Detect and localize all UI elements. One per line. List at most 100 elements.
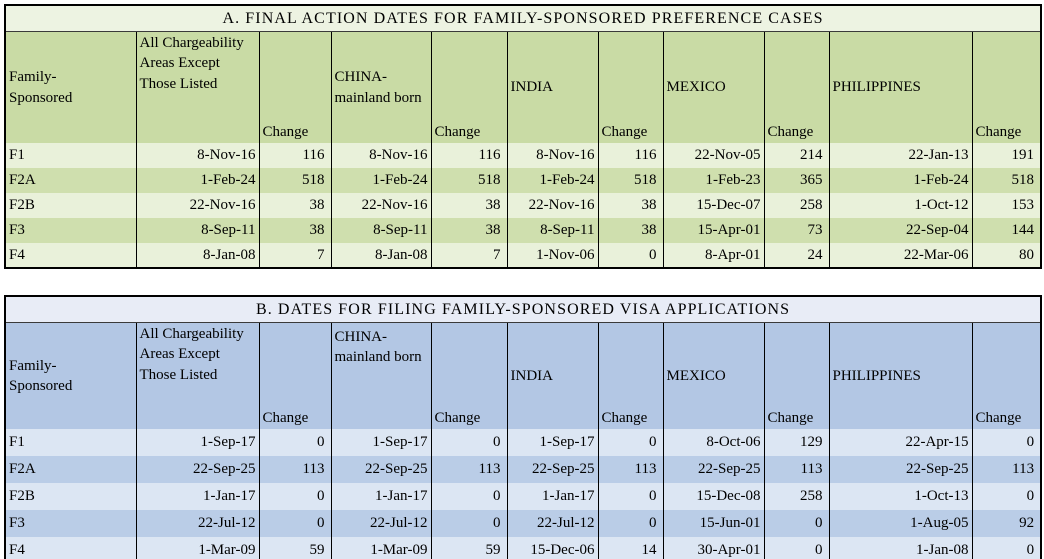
table-header-row: Family-Sponsored All Chargeability Areas… — [4, 322, 1042, 429]
date-cell: 30-Apr-01 — [662, 537, 765, 559]
change-cell: 0 — [971, 429, 1042, 456]
date-cell: 22-Jul-12 — [330, 510, 432, 537]
preference-category-cell: F4 — [4, 537, 137, 559]
table-row: F1 1-Sep-17 0 1-Sep-17 0 1-Sep-17 0 8-Oct-06 129… — [4, 429, 1042, 456]
col-header-philippines: PHILIPPINES — [828, 322, 973, 429]
date-cell: 8-Jan-08 — [330, 243, 432, 268]
table-b-title: B. DATES FOR FILING FAMILY-SPONSORED VIS… — [5, 296, 1042, 323]
date-cell: 8-Sep-11 — [506, 218, 599, 243]
change-cell: 73 — [763, 218, 830, 243]
date-cell: 15-Jun-01 — [662, 510, 765, 537]
table-row: F2A 22-Sep-25 113 22-Sep-25 113 22-Sep-25 113 2… — [4, 456, 1042, 483]
preference-category-cell: F4 — [4, 243, 137, 268]
change-cell: 92 — [971, 510, 1042, 537]
date-cell: 8-Sep-11 — [330, 218, 432, 243]
col-header-india: INDIA — [506, 322, 599, 429]
change-cell: 518 — [258, 168, 332, 193]
date-cell: 22-Sep-25 — [135, 456, 260, 483]
col-header-change-philippines: Change — [971, 322, 1042, 429]
col-header-philippines: PHILIPPINES — [828, 31, 973, 143]
date-cell: 22-Nov-16 — [135, 193, 260, 218]
date-cell: 22-Sep-25 — [662, 456, 765, 483]
date-cell: 1-Mar-09 — [135, 537, 260, 559]
date-cell: 1-Sep-17 — [506, 429, 599, 456]
col-header-change-india: Change — [597, 31, 664, 143]
preference-category-cell: F1 — [4, 143, 137, 168]
table-row: F4 1-Mar-09 59 1-Mar-09 59 15-Dec-06 14 30-Apr-… — [4, 537, 1042, 559]
date-cell: 15-Dec-07 — [662, 193, 765, 218]
table-title-row: B. DATES FOR FILING FAMILY-SPONSORED VIS… — [5, 296, 1042, 323]
date-cell: 1-Oct-13 — [828, 483, 973, 510]
date-cell: 22-Jul-12 — [135, 510, 260, 537]
date-cell: 22-Sep-04 — [828, 218, 973, 243]
change-cell: 38 — [597, 218, 664, 243]
change-cell: 0 — [597, 243, 664, 268]
change-cell: 0 — [430, 429, 508, 456]
change-cell: 116 — [258, 143, 332, 168]
date-cell: 1-Aug-05 — [828, 510, 973, 537]
change-cell: 113 — [258, 456, 332, 483]
col-header-family-sponsored: Family-Sponsored — [4, 322, 137, 429]
col-header-change-philippines: Change — [971, 31, 1042, 143]
preference-category-cell: F2A — [4, 168, 137, 193]
table-row: F3 22-Jul-12 0 22-Jul-12 0 22-Jul-12 0 15-Jun-0… — [4, 510, 1042, 537]
date-cell: 8-Nov-16 — [135, 143, 260, 168]
col-header-mexico: MEXICO — [662, 31, 765, 143]
change-cell: 0 — [258, 429, 332, 456]
change-cell: 0 — [597, 429, 664, 456]
change-cell: 113 — [430, 456, 508, 483]
date-cell: 1-Feb-24 — [828, 168, 973, 193]
col-header-change-mexico: Change — [763, 31, 830, 143]
date-cell: 1-Sep-17 — [135, 429, 260, 456]
col-header-all-chargeability: All Chargeability Areas Except Those Lis… — [135, 31, 260, 143]
date-cell: 22-Nov-16 — [330, 193, 432, 218]
date-cell: 15-Dec-08 — [662, 483, 765, 510]
change-cell: 38 — [430, 193, 508, 218]
table-header-row: Family-Sponsored All Chargeability Areas… — [4, 31, 1042, 143]
col-header-india: INDIA — [506, 31, 599, 143]
date-cell: 8-Jan-08 — [135, 243, 260, 268]
change-cell: 0 — [763, 537, 830, 559]
change-cell: 0 — [258, 483, 332, 510]
change-cell: 0 — [971, 537, 1042, 559]
change-cell: 116 — [430, 143, 508, 168]
table-row: F1 8-Nov-16 116 8-Nov-16 116 8-Nov-16 116 22-No… — [4, 143, 1042, 168]
change-cell: 0 — [258, 510, 332, 537]
change-cell: 153 — [971, 193, 1042, 218]
date-cell: 22-Jan-13 — [828, 143, 973, 168]
date-cell: 8-Nov-16 — [330, 143, 432, 168]
date-cell: 8-Apr-01 — [662, 243, 765, 268]
col-header-change-mexico: Change — [763, 322, 830, 429]
date-cell: 8-Sep-11 — [135, 218, 260, 243]
date-cell: 22-Apr-15 — [828, 429, 973, 456]
date-cell: 8-Nov-16 — [506, 143, 599, 168]
change-cell: 38 — [597, 193, 664, 218]
date-cell: 22-Sep-25 — [330, 456, 432, 483]
change-cell: 38 — [258, 218, 332, 243]
change-cell: 129 — [763, 429, 830, 456]
date-cell: 1-Feb-24 — [506, 168, 599, 193]
change-cell: 24 — [763, 243, 830, 268]
preference-category-cell: F3 — [4, 218, 137, 243]
date-cell: 1-Sep-17 — [330, 429, 432, 456]
change-cell: 0 — [430, 510, 508, 537]
change-cell: 113 — [763, 456, 830, 483]
preference-category-cell: F2B — [4, 193, 137, 218]
date-cell: 1-Oct-12 — [828, 193, 973, 218]
change-cell: 258 — [763, 193, 830, 218]
date-cell: 15-Apr-01 — [662, 218, 765, 243]
change-cell: 144 — [971, 218, 1042, 243]
date-cell: 22-Nov-16 — [506, 193, 599, 218]
col-header-family-sponsored: Family-Sponsored — [4, 31, 137, 143]
table-row: F2B 1-Jan-17 0 1-Jan-17 0 1-Jan-17 0 15-Dec-08 2… — [4, 483, 1042, 510]
table-row: F2B 22-Nov-16 38 22-Nov-16 38 22-Nov-16 38 15-D… — [4, 193, 1042, 218]
date-cell: 22-Mar-06 — [828, 243, 973, 268]
col-header-china: CHINA-mainland born — [330, 31, 432, 143]
table-title-row: A. FINAL ACTION DATES FOR FAMILY-SPONSOR… — [5, 5, 1042, 32]
date-cell: 15-Dec-06 — [506, 537, 599, 559]
col-header-mexico: MEXICO — [662, 322, 765, 429]
date-cell: 1-Jan-08 — [828, 537, 973, 559]
change-cell: 258 — [763, 483, 830, 510]
change-cell: 0 — [763, 510, 830, 537]
change-cell: 0 — [597, 483, 664, 510]
